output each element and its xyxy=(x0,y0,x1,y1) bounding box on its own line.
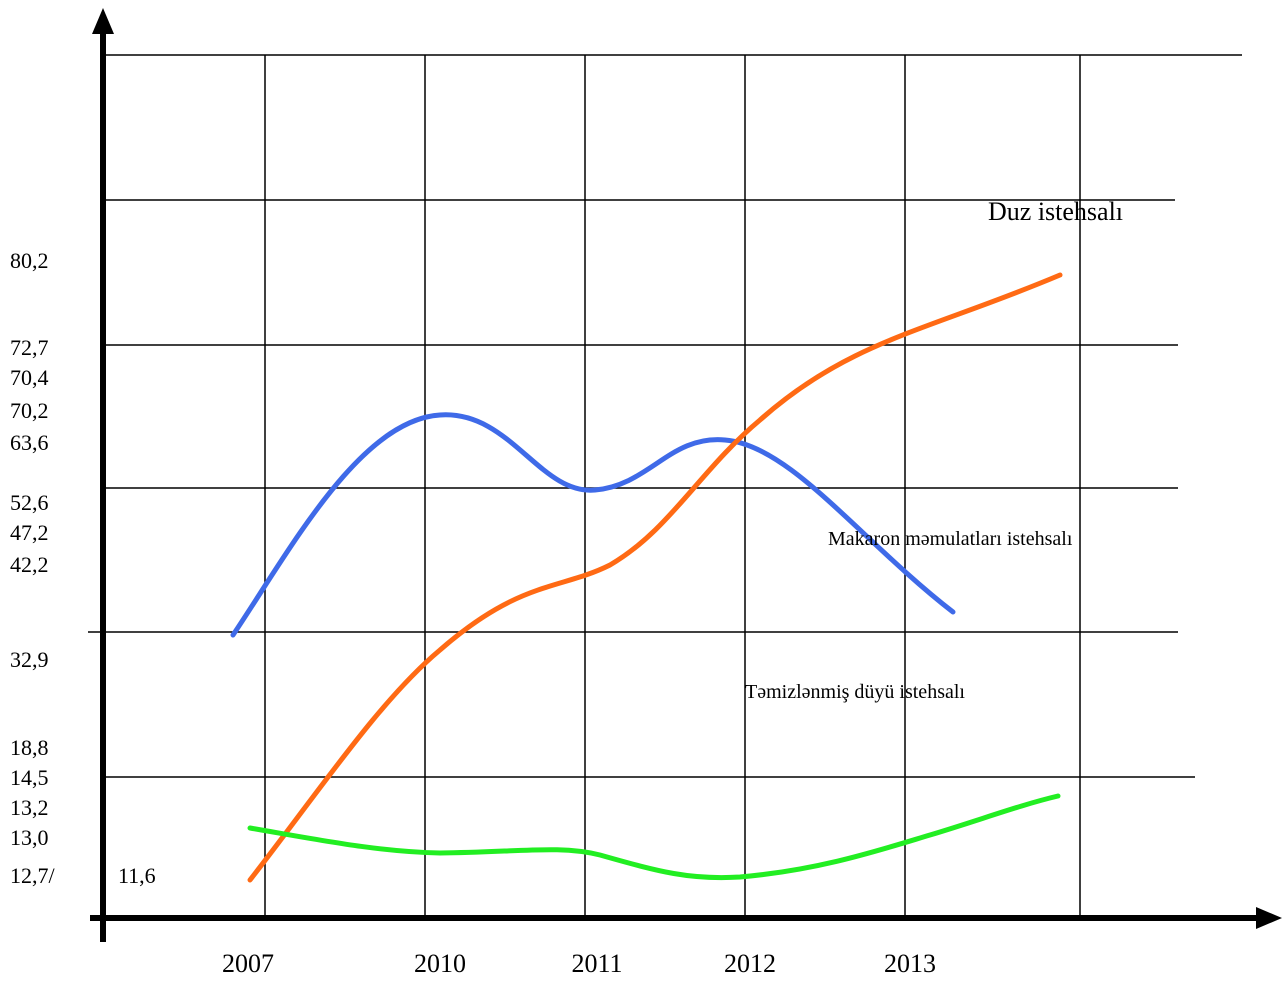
y-label: 70,4 xyxy=(10,365,49,390)
y-label: 32,9 xyxy=(10,647,49,672)
x-label: 2011 xyxy=(571,949,622,978)
y-label: 80,2 xyxy=(10,248,49,273)
rice-curve xyxy=(247,793,1061,881)
series-label: Duz istehsalı xyxy=(988,197,1123,226)
y-label: 13,2 xyxy=(10,795,49,820)
y-label: 63,6 xyxy=(10,430,49,455)
y-label: 18,8 xyxy=(10,735,49,760)
y-label: 42,2 xyxy=(10,552,49,577)
x-label: 2012 xyxy=(724,949,776,978)
y-label: 47,2 xyxy=(10,520,49,545)
grid xyxy=(88,54,1242,918)
series-label: Makaron məmulatları istehsalı xyxy=(828,528,1073,550)
axes xyxy=(90,8,1282,942)
y-label: 13,0 xyxy=(10,825,49,850)
x-label: 2010 xyxy=(414,949,466,978)
series-label: Təmizlənmiş düyü istehsalı xyxy=(745,681,965,703)
x-label: 2007 xyxy=(222,949,274,978)
y-label: 14,5 xyxy=(10,765,49,790)
extra-label: 11,6 xyxy=(118,863,156,888)
y-label: 12,7/ xyxy=(10,863,56,888)
x-labels: 2007 2010 2011 2012 2013 xyxy=(222,949,936,978)
salt-curve xyxy=(247,272,1063,883)
macaroni-curve xyxy=(230,412,956,638)
y-label: 72,7 xyxy=(10,335,49,360)
x-label: 2013 xyxy=(884,949,936,978)
y-label: 52,6 xyxy=(10,490,49,515)
y-labels: 80,2 72,7 70,4 70,2 63,6 52,6 47,2 42,2 32,9 18,8… xyxy=(10,248,56,888)
y-label: 70,2 xyxy=(10,398,49,423)
